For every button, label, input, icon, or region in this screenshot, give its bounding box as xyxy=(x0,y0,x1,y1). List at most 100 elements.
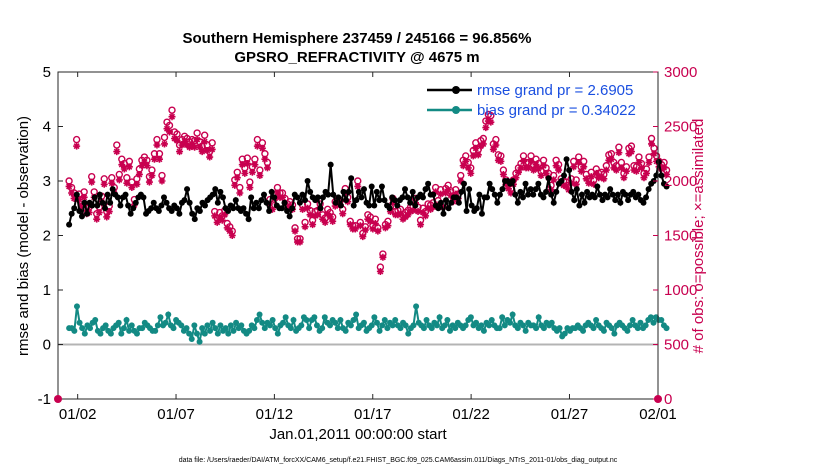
assimilated-marker xyxy=(253,142,261,150)
assimilated-marker xyxy=(176,148,184,156)
rmse-point xyxy=(294,194,301,201)
possible-marker xyxy=(108,174,116,182)
rmse-point xyxy=(302,197,309,204)
assimilated-marker xyxy=(605,156,613,164)
bias-point xyxy=(580,327,587,334)
possible-marker xyxy=(291,224,299,232)
rmse-point xyxy=(607,186,614,193)
rmse-point xyxy=(578,191,585,198)
rmse-point xyxy=(255,205,262,212)
assimilated-marker xyxy=(645,158,653,166)
assimilated-marker xyxy=(525,164,533,172)
bias-point xyxy=(298,322,305,329)
bias-point xyxy=(405,330,412,337)
bias-point xyxy=(428,325,435,332)
bias-point xyxy=(381,316,388,323)
rmse-point xyxy=(304,178,311,184)
assimilated-marker xyxy=(248,168,256,176)
possible-marker xyxy=(205,147,214,156)
bias-point xyxy=(462,322,469,329)
rmse-point xyxy=(345,188,352,195)
bias-point xyxy=(253,316,260,323)
bias-point xyxy=(441,322,448,329)
assimilated-marker xyxy=(73,142,81,150)
rmse-point xyxy=(319,194,326,201)
bias-point xyxy=(647,314,654,321)
assimilated-marker xyxy=(497,157,505,165)
rmse-point xyxy=(568,188,575,195)
bias-point xyxy=(650,319,657,326)
assimilated-marker xyxy=(236,189,244,197)
rmse-point xyxy=(296,199,303,206)
bias-point xyxy=(222,325,229,332)
rmse-point xyxy=(202,202,209,209)
rmse-point xyxy=(66,221,73,228)
possible-marker xyxy=(622,163,631,171)
rmse-point xyxy=(289,205,296,212)
rmse-point xyxy=(512,191,519,198)
rmse-point xyxy=(496,191,503,198)
rmse-point xyxy=(599,197,606,204)
bias-point xyxy=(368,322,375,329)
assimilated-marker xyxy=(306,211,314,219)
bias-point xyxy=(347,322,354,329)
rmse-point xyxy=(317,205,324,212)
possible-marker xyxy=(123,174,131,182)
legend-bias-marker xyxy=(452,106,460,114)
rmse-point xyxy=(386,205,393,212)
possible-marker xyxy=(145,172,154,181)
assimilated-marker xyxy=(231,181,239,189)
rmse-point xyxy=(358,194,365,201)
possible-marker xyxy=(148,166,156,174)
rmse-point xyxy=(445,205,452,212)
assimilated-marker xyxy=(617,164,625,172)
rmse-point xyxy=(130,205,137,212)
bias-point xyxy=(402,322,409,329)
assimilated-marker xyxy=(620,174,628,182)
y-left-tick-label: 1 xyxy=(43,282,51,299)
assimilated-marker xyxy=(138,162,146,170)
rmse-point xyxy=(594,183,601,190)
possible-marker xyxy=(198,142,206,150)
assimilated-marker xyxy=(555,166,563,174)
rmse-point xyxy=(535,180,542,187)
rmse-point xyxy=(271,194,278,201)
rmse-point xyxy=(176,210,183,217)
possible-marker xyxy=(519,152,528,160)
bias-point xyxy=(217,322,224,329)
rmse-point xyxy=(543,188,550,195)
assimilated-marker xyxy=(457,177,465,185)
assimilated-marker xyxy=(314,211,322,219)
assimilated-marker xyxy=(173,137,181,145)
assimilated-marker xyxy=(648,140,656,148)
rmse-point xyxy=(437,199,444,206)
bias-point xyxy=(230,327,237,334)
assimilated-marker xyxy=(482,124,490,132)
rmse-point xyxy=(404,194,411,201)
legend-rmse-marker xyxy=(452,86,460,94)
possible-marker xyxy=(113,141,121,149)
assimilated-marker xyxy=(432,188,440,196)
possible-marker xyxy=(384,217,392,226)
assimilated-marker xyxy=(238,161,246,169)
y-right-tick-label: 1000 xyxy=(664,282,697,299)
rmse-point xyxy=(525,191,532,198)
x-tick-label: 01/22 xyxy=(452,406,490,423)
possible-marker xyxy=(569,157,578,166)
possible-marker xyxy=(590,176,598,184)
rmse-point xyxy=(173,205,180,212)
possible-marker xyxy=(93,209,101,218)
possible-marker xyxy=(165,121,174,130)
possible-marker xyxy=(539,156,548,164)
assimilated-marker xyxy=(258,144,266,152)
rmse-point xyxy=(260,191,267,198)
possible-marker xyxy=(374,224,382,232)
possible-marker xyxy=(238,155,247,163)
rmse-point xyxy=(263,199,270,206)
rmse-point xyxy=(284,207,291,214)
rmse-point xyxy=(343,197,350,204)
possible-marker xyxy=(522,158,530,167)
assimilated-marker xyxy=(600,175,608,183)
assimilated-marker xyxy=(437,190,445,198)
bias-point xyxy=(447,327,454,334)
